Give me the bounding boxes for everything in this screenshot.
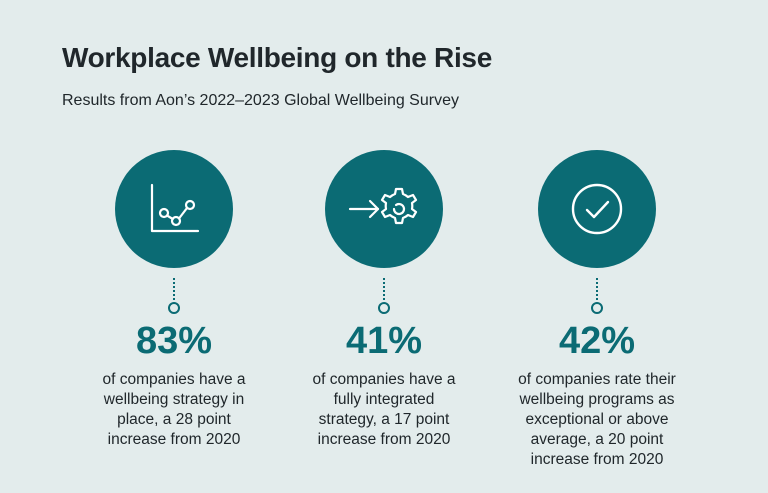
connector-node [378, 302, 390, 314]
stat-card-rating: 42% of companies rate their wellbeing pr… [487, 150, 707, 470]
desc-line: increase from 2020 [107, 431, 241, 448]
desc-line: exceptional or above [525, 411, 669, 428]
desc-line: of companies rate their [518, 371, 676, 388]
desc-line: increase from 2020 [317, 431, 451, 448]
stat-description: of companies rate their wellbeing progra… [518, 370, 676, 470]
dotted-connector [596, 278, 598, 300]
dotted-connector [173, 278, 175, 300]
page-title: Workplace Wellbeing on the Rise [62, 42, 492, 73]
icon-circle [325, 150, 443, 268]
desc-line: of companies have a [102, 371, 246, 388]
page-subtitle: Results from Aon’s 2022–2023 Global Well… [62, 92, 459, 109]
desc-line: of companies have a [312, 371, 456, 388]
checkmark-circle-icon [571, 183, 623, 235]
stat-value: 41% [345, 320, 423, 362]
icon-circle [115, 150, 233, 268]
icon-circle [538, 150, 656, 268]
arrow-gear-icon [348, 187, 418, 225]
connector-node [168, 302, 180, 314]
desc-line: fully integrated [333, 391, 435, 408]
stat-description: of companies have a fully integrated str… [312, 370, 455, 450]
desc-line: wellbeing strategy in [103, 391, 245, 408]
desc-line: increase from 2020 [530, 451, 664, 468]
stat-value: 83% [135, 320, 213, 362]
connector-node [591, 302, 603, 314]
desc-line: wellbeing programs as [519, 391, 675, 408]
desc-line: place, a 28 point [117, 411, 231, 428]
stat-description: of companies have a wellbeing strategy i… [102, 370, 245, 450]
dotted-connector [383, 278, 385, 300]
stat-card-strategy: 83% of companies have a wellbeing strate… [64, 150, 284, 450]
stat-value: 42% [558, 320, 636, 362]
stat-card-integrated: 41% of companies have a fully integrated… [274, 150, 494, 450]
desc-line: strategy, a 17 point [318, 411, 450, 428]
line-chart-icon [150, 183, 200, 233]
desc-line: average, a 20 point [530, 431, 664, 448]
